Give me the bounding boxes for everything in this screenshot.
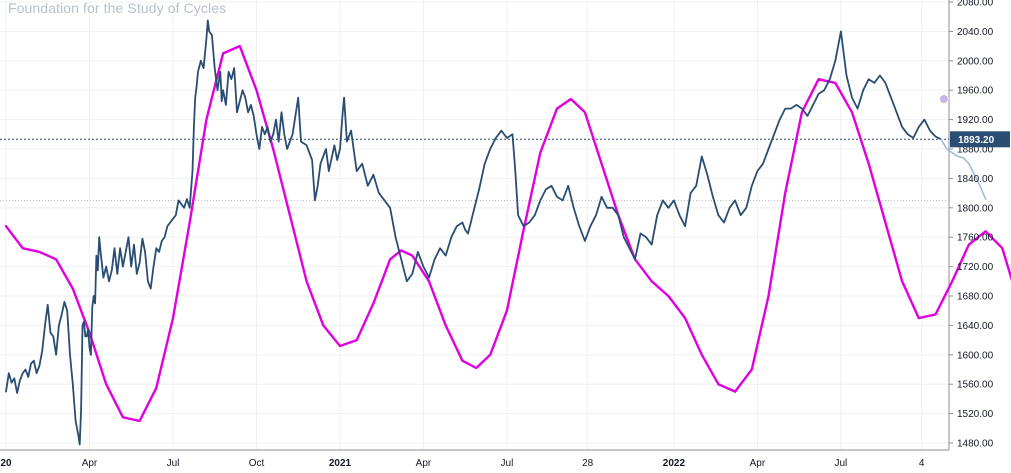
y-tick-label: 1760.00 bbox=[957, 233, 994, 244]
projection-series-line bbox=[940, 138, 987, 200]
x-tick-label: 2022 bbox=[663, 458, 686, 469]
y-tick-label: 1920.00 bbox=[957, 115, 994, 126]
vertical-gridlines bbox=[5, 0, 923, 450]
y-tick-label: 1640.00 bbox=[957, 321, 994, 332]
y-tick-label: 2000.00 bbox=[957, 56, 994, 67]
cycle-series-line bbox=[4, 44, 1011, 423]
x-tick-label: Apr bbox=[416, 458, 432, 469]
price-badge-layer: 1893.20 bbox=[950, 131, 1010, 148]
y-tick-label: 1680.00 bbox=[957, 292, 994, 303]
current-price-label: 1893.20 bbox=[958, 135, 995, 146]
cycle-marker-dot bbox=[938, 94, 949, 105]
x-tick-label: 4 bbox=[919, 458, 925, 469]
y-tick-label: 2080.00 bbox=[957, 0, 994, 9]
series-layer bbox=[4, 19, 1011, 446]
x-tick-label: 28 bbox=[582, 458, 594, 469]
y-axis-tick-labels: 1480.00 1520.00 1560.00 1600.00 1640.00 1680.… bbox=[957, 0, 994, 450]
x-tick-label: Apr bbox=[750, 458, 766, 469]
y-tick-label: 1480.00 bbox=[957, 439, 994, 450]
reference-lines bbox=[0, 138, 949, 201]
axis-lines bbox=[0, 0, 953, 451]
y-tick-label: 1560.00 bbox=[957, 380, 994, 391]
horizontal-gridlines bbox=[0, 1, 949, 444]
y-tick-label: 1800.00 bbox=[957, 203, 994, 214]
y-tick-label: 2040.00 bbox=[957, 27, 994, 38]
x-tick-label: Jul bbox=[167, 458, 180, 469]
current-price-badge bbox=[950, 131, 1010, 148]
y-tick-label: 1840.00 bbox=[957, 174, 994, 185]
x-tick-label: 20 bbox=[0, 458, 12, 469]
watermark-text: Foundation for the Study of Cycles bbox=[8, 0, 227, 16]
x-tick-label: Apr bbox=[82, 458, 98, 469]
x-tick-label: Jul bbox=[835, 458, 848, 469]
x-axis-tick-labels: 20 Apr Jul Oct 2021 Apr Jul 28 2022 Apr Jul 4 bbox=[0, 458, 924, 469]
price-series-line bbox=[5, 19, 942, 446]
y-tick-label: 1880.00 bbox=[957, 145, 994, 156]
x-tick-label: Jul bbox=[501, 458, 514, 469]
y-tick-label: 1960.00 bbox=[957, 86, 994, 97]
x-tick-label: Oct bbox=[249, 458, 265, 469]
x-tick-label: 2021 bbox=[329, 458, 352, 469]
y-tick-label: 1520.00 bbox=[957, 409, 994, 420]
y-tick-label: 1720.00 bbox=[957, 262, 994, 273]
y-tick-label: 1600.00 bbox=[957, 350, 994, 361]
